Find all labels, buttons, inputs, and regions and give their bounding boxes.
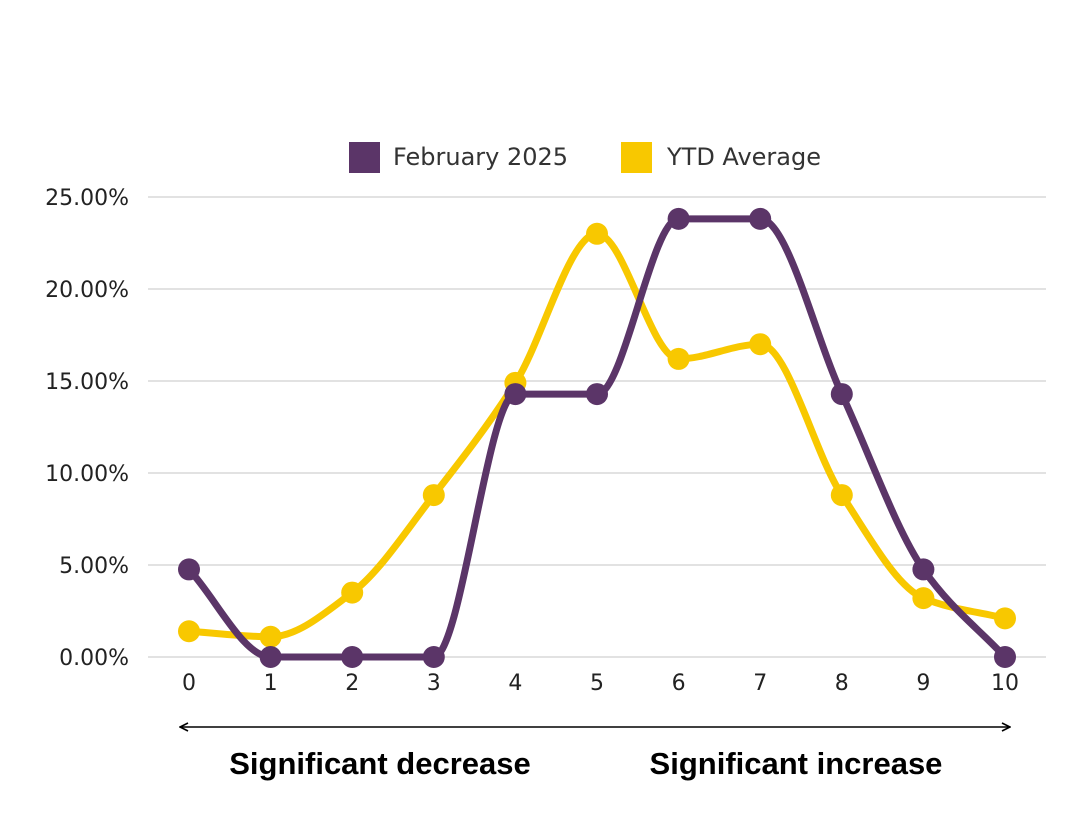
data-point-february-2025-1 bbox=[259, 646, 282, 668]
data-point-february-2025-6 bbox=[667, 207, 690, 230]
data-point-february-2025-9 bbox=[912, 558, 935, 581]
series-layer bbox=[178, 207, 1016, 668]
data-point-february-2025-3 bbox=[422, 646, 445, 668]
data-point-ytd-average-1 bbox=[259, 625, 282, 648]
caption-left-label: Significant decrease bbox=[229, 746, 531, 781]
series-line-ytd-average bbox=[185, 230, 1009, 641]
x-tick-label-4: 4 bbox=[508, 671, 522, 696]
y-tick-label-5: 25.00% bbox=[45, 186, 129, 211]
x-tick-label-7: 7 bbox=[753, 671, 767, 696]
x-tick-label-5: 5 bbox=[590, 671, 604, 696]
series-february-2025 bbox=[178, 207, 1016, 668]
y-tick-label-3: 15.00% bbox=[45, 370, 129, 395]
data-point-ytd-average-7 bbox=[749, 333, 772, 356]
legend-item-february-2025: February 2025 bbox=[349, 142, 568, 173]
data-point-ytd-average-0 bbox=[178, 620, 200, 643]
y-tick-label-4: 20.00% bbox=[45, 278, 129, 303]
data-point-february-2025-5 bbox=[586, 383, 608, 406]
legend-item-ytd-average: YTD Average bbox=[621, 142, 821, 173]
legend: February 2025 YTD Average bbox=[349, 142, 821, 173]
data-point-february-2025-8 bbox=[830, 383, 853, 406]
series-ytd-average bbox=[178, 222, 1016, 648]
legend-swatch-ytd-average bbox=[621, 142, 652, 173]
data-point-february-2025-2 bbox=[341, 646, 364, 668]
series-line-february-2025 bbox=[185, 215, 1009, 661]
y-axis-tick-labels: 0.00% 5.00% 10.00% 15.00% 20.00% 25.00% bbox=[45, 186, 129, 671]
data-point-february-2025-4 bbox=[504, 383, 527, 406]
x-tick-label-2: 2 bbox=[345, 671, 359, 696]
x-axis-tick-labels: 0 1 2 3 4 5 6 7 8 9 10 bbox=[182, 671, 1019, 696]
data-point-ytd-average-10 bbox=[994, 607, 1016, 630]
data-point-february-2025-7 bbox=[749, 207, 772, 230]
data-point-ytd-average-8 bbox=[830, 484, 853, 507]
x-tick-label-6: 6 bbox=[672, 671, 686, 696]
legend-label-ytd-average: YTD Average bbox=[666, 143, 821, 171]
data-point-february-2025-0 bbox=[178, 558, 200, 581]
data-point-ytd-average-6 bbox=[667, 347, 690, 370]
data-point-ytd-average-2 bbox=[341, 581, 364, 604]
x-tick-label-3: 3 bbox=[427, 671, 441, 696]
data-point-february-2025-10 bbox=[994, 646, 1016, 668]
x-tick-label-9: 9 bbox=[916, 671, 930, 696]
y-tick-label-0: 0.00% bbox=[59, 646, 129, 671]
y-gridlines bbox=[148, 196, 1046, 658]
legend-swatch-february-2025 bbox=[349, 142, 380, 173]
x-tick-label-10: 10 bbox=[991, 671, 1019, 696]
data-point-ytd-average-3 bbox=[422, 484, 445, 507]
x-tick-label-8: 8 bbox=[835, 671, 849, 696]
legend-label-february-2025: February 2025 bbox=[393, 143, 568, 171]
x-tick-label-0: 0 bbox=[182, 671, 196, 696]
y-tick-label-2: 10.00% bbox=[45, 462, 129, 487]
y-tick-label-1: 5.00% bbox=[59, 554, 129, 579]
x-tick-label-1: 1 bbox=[264, 671, 278, 696]
data-point-ytd-average-5 bbox=[586, 222, 608, 245]
data-point-ytd-average-9 bbox=[912, 587, 935, 610]
caption-right-label: Significant increase bbox=[650, 746, 943, 781]
